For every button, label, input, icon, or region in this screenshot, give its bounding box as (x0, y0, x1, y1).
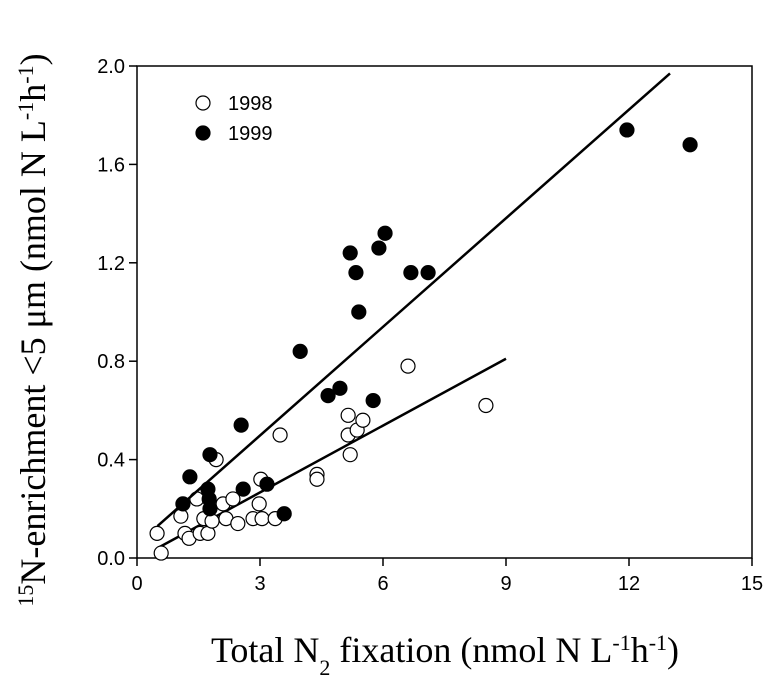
y-label-part: -1 (13, 65, 38, 83)
point (149, 525, 165, 542)
point (342, 447, 358, 463)
y-label-part: N-enrichment <5 μm (nmol N L (13, 120, 53, 585)
point (355, 412, 371, 428)
point (175, 496, 191, 512)
point (153, 545, 169, 561)
x-label-part: Total N (211, 630, 319, 670)
y-tick-label: 0.8 (97, 351, 125, 373)
point (276, 506, 292, 522)
x-tick-label: 9 (500, 573, 511, 595)
point (348, 265, 364, 281)
y-label-part: 15 (13, 585, 38, 607)
point (309, 471, 325, 487)
y-tick-label: 1.2 (97, 253, 125, 275)
point (365, 392, 381, 409)
point (377, 225, 393, 241)
point (342, 245, 358, 261)
legend-label: 1999 (228, 123, 273, 145)
y-label-part: -1 (13, 102, 38, 120)
point (682, 137, 698, 153)
x-tick-label: 3 (254, 573, 265, 595)
point (272, 427, 288, 443)
y-tick-label: 1.6 (97, 154, 125, 176)
point (351, 304, 367, 320)
y-axis-label: 15N-enrichment <5 μm (nmol N L-1h-1) (13, 53, 54, 606)
x-tick-label: 15 (741, 573, 763, 595)
point (400, 358, 416, 374)
legend-label: 1998 (228, 93, 273, 115)
point (235, 481, 251, 497)
y-label-part: ) (13, 53, 53, 65)
x-label-part: h (631, 630, 649, 670)
point (292, 343, 308, 359)
x-axis-label: Total N2 fixation (nmol N L-1h-1) (211, 630, 679, 675)
point (233, 417, 249, 433)
point (332, 380, 348, 396)
point (225, 491, 241, 507)
legend-marker (195, 95, 211, 111)
x-label-part: fixation (nmol N L (330, 630, 612, 670)
x-label-part: -1 (612, 630, 630, 655)
plot-frame (136, 65, 753, 559)
point (420, 265, 436, 281)
legend-marker (195, 125, 211, 141)
point (182, 469, 198, 485)
point (251, 496, 267, 512)
point (202, 501, 218, 517)
x-label-part: -1 (649, 630, 667, 655)
x-tick-label: 12 (618, 573, 640, 595)
point (320, 388, 336, 404)
y-label-part: h (13, 84, 53, 102)
point (340, 407, 356, 423)
y-tick-label: 0.0 (97, 548, 125, 570)
point (230, 515, 246, 532)
x-tick-label: 6 (377, 573, 388, 595)
point (403, 265, 419, 281)
point (371, 240, 387, 256)
point (202, 447, 218, 463)
point (259, 476, 275, 492)
x-label-part: 2 (319, 655, 330, 675)
y-tick-label: 0.4 (97, 450, 125, 472)
point (478, 397, 494, 414)
fit-line (156, 72, 671, 527)
x-label-part: ) (667, 630, 679, 670)
point (619, 122, 635, 138)
point (204, 513, 220, 529)
x-tick-label: 0 (131, 573, 142, 595)
point (254, 511, 270, 527)
y-tick-label: 2.0 (97, 56, 125, 78)
